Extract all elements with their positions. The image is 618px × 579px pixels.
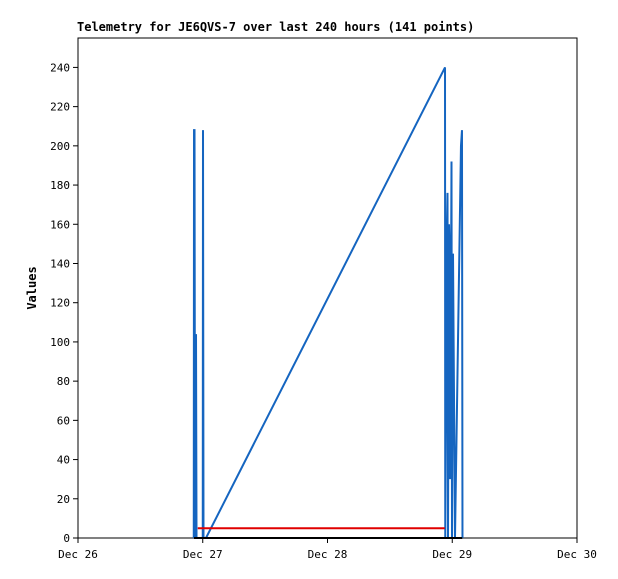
y-tick-label: 40 xyxy=(57,454,70,467)
y-tick-label: 140 xyxy=(50,257,70,270)
y-tick-label: 80 xyxy=(57,375,70,388)
y-tick-label: 100 xyxy=(50,336,70,349)
x-tick-label: Dec 27 xyxy=(183,548,223,561)
y-axis-label: Values xyxy=(25,266,39,309)
y-tick-label: 220 xyxy=(50,101,70,114)
x-tick-label: Dec 30 xyxy=(557,548,597,561)
y-tick-label: 180 xyxy=(50,179,70,192)
y-tick-label: 200 xyxy=(50,140,70,153)
y-tick-label: 120 xyxy=(50,297,70,310)
plot-frame xyxy=(77,37,578,539)
y-tick-label: 20 xyxy=(57,493,70,506)
y-tick-label: 0 xyxy=(63,532,70,545)
x-tick-label: Dec 28 xyxy=(308,548,348,561)
x-tick-label: Dec 26 xyxy=(58,548,98,561)
y-tick-label: 60 xyxy=(57,414,70,427)
x-tick-label: Dec 29 xyxy=(432,548,472,561)
chart-title: Telemetry for JE6QVS-7 over last 240 hou… xyxy=(77,20,474,34)
y-tick-label: 240 xyxy=(50,61,70,74)
y-tick-label: 160 xyxy=(50,218,70,231)
series-line xyxy=(192,66,464,539)
